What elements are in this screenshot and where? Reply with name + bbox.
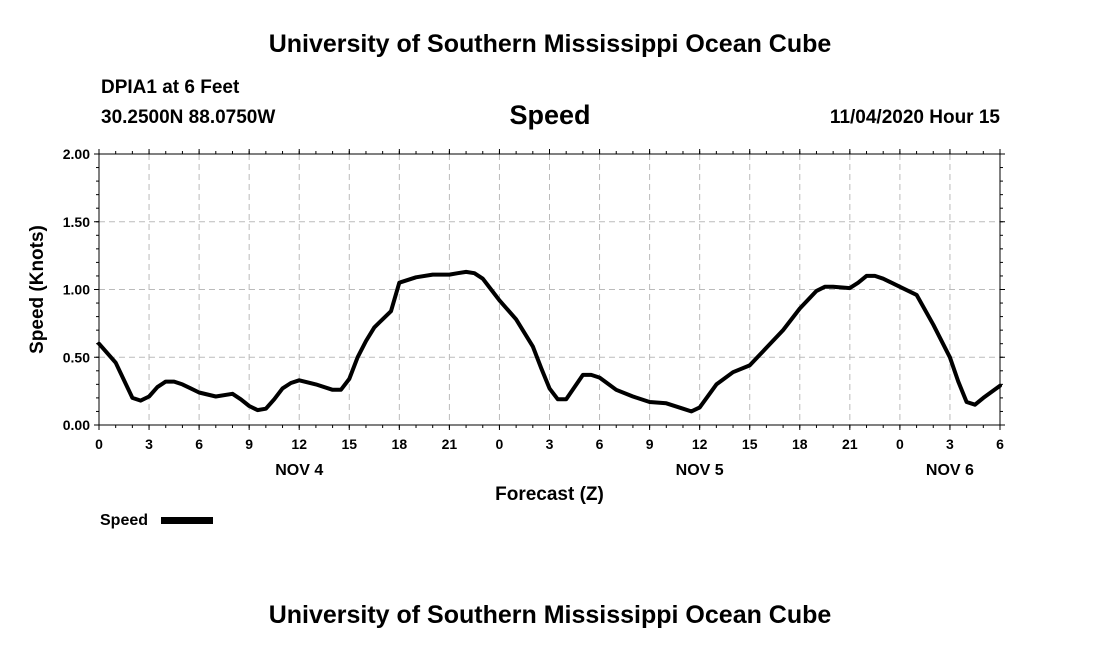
legend-label: Speed	[100, 512, 148, 529]
x-tick-label: 15	[341, 436, 357, 452]
y-tick-label: 2.00	[63, 146, 90, 162]
x-tick-label: 9	[646, 436, 654, 452]
date-label: NOV 5	[676, 462, 724, 479]
y-tick-label: 0.50	[63, 349, 90, 365]
y-tick-label: 1.50	[63, 214, 90, 230]
x-tick-label: 3	[946, 436, 954, 452]
x-tick-label: 15	[742, 436, 758, 452]
page-title: University of Southern Mississippi Ocean…	[268, 30, 832, 58]
x-tick-label: 12	[291, 436, 307, 452]
x-tick-labels: 0 3 6 9 12 15 18 21 0 3 6 9 12 15 18 21 0 3 6	[95, 436, 1004, 452]
x-tick-label: 3	[546, 436, 554, 452]
x-tick-label: 6	[596, 436, 604, 452]
x-tick-label: 0	[896, 436, 904, 452]
x-tick-label: 9	[245, 436, 253, 452]
speed-line	[97, 269, 1002, 414]
legend-swatch	[161, 517, 213, 524]
y-tick-label: 1.00	[63, 282, 90, 298]
axis-ticks	[94, 149, 1005, 430]
x-tick-label: 0	[496, 436, 504, 452]
chart-title: Speed	[509, 100, 591, 130]
x-tick-label: 18	[792, 436, 808, 452]
x-tick-label: 18	[392, 436, 408, 452]
forecast-datetime: 11/04/2020 Hour 15	[829, 107, 1000, 128]
y-tick-labels: 0.00 0.50 1.00 1.50 2.00	[63, 146, 90, 433]
x-tick-label: 0	[95, 436, 103, 452]
y-axis-title: Speed (Knots)	[27, 225, 48, 354]
footer-title: University of Southern Mississippi Ocean…	[268, 601, 832, 629]
x-tick-label: 21	[842, 436, 858, 452]
date-label: NOV 6	[926, 462, 974, 479]
x-tick-label: 3	[145, 436, 153, 452]
date-label: NOV 4	[275, 462, 323, 479]
x-axis-title: Forecast (Z)	[495, 484, 604, 505]
x-tick-label: 12	[692, 436, 708, 452]
date-labels: NOV 4 NOV 5 NOV 6	[275, 462, 974, 479]
x-tick-label: 6	[195, 436, 203, 452]
coordinates-label: 30.2500N 88.0750W	[101, 107, 276, 128]
x-tick-label: 6	[996, 436, 1004, 452]
station-label: DPIA1 at 6 Feet	[101, 77, 240, 98]
y-tick-label: 0.00	[63, 417, 90, 433]
x-tick-label: 21	[442, 436, 458, 452]
